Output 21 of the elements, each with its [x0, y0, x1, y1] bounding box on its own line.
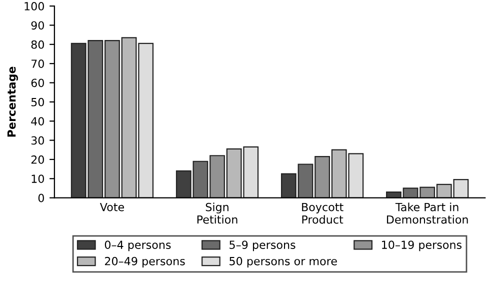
legend-label: 10–19 persons: [382, 240, 462, 252]
y-tick-label: 60: [31, 78, 44, 88]
x-tick-label: Take Part in Demonstration: [386, 202, 468, 224]
x-tick-label: Boycott Product: [302, 203, 344, 224]
x-tick-label: Sign Petition: [197, 202, 238, 224]
y-tick-label: 20: [31, 155, 44, 164]
y-tick-label: 30: [31, 136, 44, 145]
y-tick-label: 80: [31, 40, 44, 49]
legend-label: 20–49 persons: [104, 256, 185, 268]
y-tick-label: 100: [24, 2, 44, 10]
legend-label: 5–9 persons: [230, 240, 296, 252]
y-tick-label: 0: [38, 194, 44, 202]
y-axis-title: Percentage: [7, 66, 18, 137]
y-tick-label: 50: [31, 98, 44, 106]
y-tick-label: 40: [31, 117, 44, 126]
legend-label: 0–4 persons: [104, 240, 171, 252]
y-tick-label: 70: [32, 60, 44, 68]
legend-label: 50 persons or more: [230, 256, 337, 268]
x-tick-label: Vote: [100, 203, 124, 212]
y-tick-label: 10: [32, 174, 44, 184]
y-tick-label: 90: [31, 21, 44, 30]
